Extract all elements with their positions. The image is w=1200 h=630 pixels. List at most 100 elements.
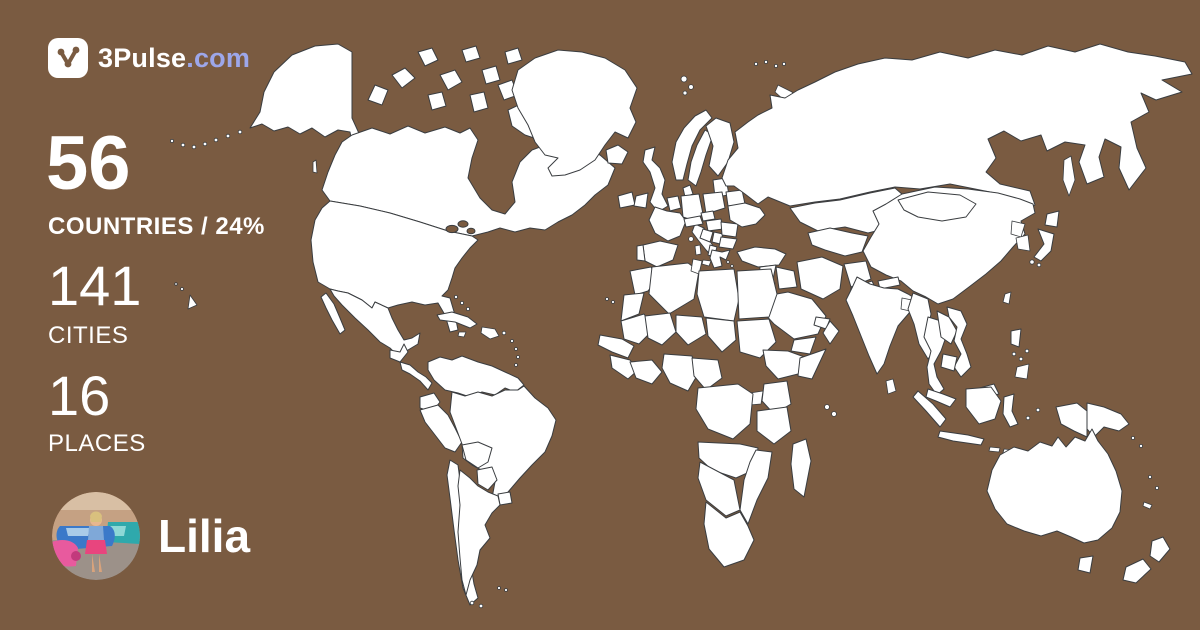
country-brazil[interactable]	[449, 385, 557, 504]
cities-label: CITIES	[48, 322, 129, 349]
country-paraguay[interactable]	[476, 466, 498, 491]
great-lakes	[445, 220, 476, 235]
country-russia[interactable]	[721, 43, 1193, 211]
country-mongolia[interactable]	[897, 191, 977, 222]
country-bulgaria[interactable]	[718, 236, 738, 250]
country-denmark[interactable]	[682, 184, 694, 198]
country-mexico[interactable]	[329, 288, 421, 357]
region-alpine[interactable]	[683, 215, 704, 228]
indian-ocean-islands[interactable]	[824, 404, 837, 417]
region-benelux[interactable]	[666, 195, 682, 212]
country-ireland[interactable]	[633, 192, 649, 209]
region-croatia-bosnia[interactable]	[699, 228, 714, 243]
country-niger[interactable]	[675, 314, 707, 346]
region-west-africa[interactable]	[597, 334, 635, 359]
places-label: PLACES	[48, 430, 146, 457]
atlantic-islands	[605, 297, 615, 304]
island-tasmania[interactable]	[1077, 555, 1094, 574]
places-count: 16	[48, 364, 111, 427]
country-iraq[interactable]	[775, 266, 798, 290]
country-new-zealand-south[interactable]	[1122, 558, 1152, 584]
country-cuba[interactable]	[436, 311, 478, 329]
region-ivory-ghana[interactable]	[629, 359, 663, 385]
country-india[interactable]	[845, 276, 917, 375]
region-cameroon-car[interactable]	[691, 357, 723, 391]
country-yemen[interactable]	[790, 336, 817, 355]
country-cambodia[interactable]	[940, 353, 958, 372]
canadian-arctic-islands	[312, 45, 636, 209]
user-name: Lilia	[158, 510, 251, 562]
country-turkey[interactable]	[736, 246, 787, 268]
island-borneo[interactable]	[965, 386, 1002, 425]
country-australia[interactable]	[986, 428, 1123, 544]
japan[interactable]	[1029, 210, 1060, 268]
country-iran[interactable]	[796, 256, 844, 300]
pacific-islands	[1131, 435, 1160, 510]
country-czechia[interactable]	[700, 210, 716, 222]
country-somalia[interactable]	[797, 348, 827, 380]
region-mozambique[interactable]	[739, 449, 773, 525]
country-sicily[interactable]	[701, 259, 712, 267]
country-papua-new-guinea[interactable]	[1086, 402, 1130, 438]
country-egypt[interactable]	[736, 268, 778, 320]
country-uk[interactable]	[642, 146, 669, 213]
country-mali[interactable]	[644, 312, 677, 346]
country-france[interactable]	[648, 206, 687, 242]
country-ukraine[interactable]	[727, 202, 766, 228]
country-greenland[interactable]	[511, 49, 638, 177]
country-sardinia[interactable]	[694, 244, 702, 256]
brand-tld: .com	[186, 42, 251, 73]
region-guinea-coast[interactable]	[609, 354, 639, 380]
country-iceland[interactable]	[605, 144, 629, 165]
country-madagascar[interactable]	[790, 438, 812, 498]
region-central-asia[interactable]	[807, 227, 869, 257]
country-bolivia[interactable]	[461, 441, 493, 469]
aleutian-islands	[169, 129, 243, 150]
country-peru[interactable]	[419, 404, 463, 453]
country-chad[interactable]	[705, 317, 737, 353]
country-portugal[interactable]	[636, 244, 646, 262]
country-south-africa[interactable]	[703, 501, 755, 568]
countries-count: 56	[46, 121, 131, 206]
region-western-sahara[interactable]	[620, 292, 645, 322]
country-romania[interactable]	[720, 221, 739, 238]
region-namibia-botswana[interactable]	[697, 461, 741, 517]
country-tanzania[interactable]	[756, 406, 792, 445]
brand-name: 3Pulse.com	[98, 42, 251, 73]
hawaii[interactable]	[174, 282, 198, 310]
country-algeria[interactable]	[648, 262, 700, 315]
country-drc[interactable]	[695, 383, 754, 440]
island-sulawesi[interactable]	[1002, 393, 1019, 428]
country-mexico-baja[interactable]	[320, 292, 346, 335]
country-corsica[interactable]	[688, 236, 694, 242]
country-china[interactable]	[862, 186, 1036, 305]
region-central-america[interactable]	[399, 361, 433, 391]
philippines[interactable]	[1010, 328, 1030, 380]
island-java[interactable]	[937, 430, 985, 446]
country-greece[interactable]	[709, 249, 731, 269]
country-vietnam[interactable]	[946, 306, 972, 378]
country-oman[interactable]	[822, 320, 840, 345]
cities-count: 141	[48, 254, 142, 317]
island-sakhalin[interactable]	[1062, 155, 1076, 197]
country-poland[interactable]	[702, 191, 726, 215]
country-south-korea[interactable]	[1015, 234, 1031, 252]
country-new-zealand-north[interactable]	[1149, 536, 1171, 563]
country-argentina[interactable]	[457, 469, 501, 596]
pulse-network-icon	[48, 38, 88, 78]
country-nigeria[interactable]	[661, 353, 699, 392]
country-norway[interactable]	[671, 109, 713, 181]
country-taiwan[interactable]	[1002, 291, 1012, 305]
island-sumatra[interactable]	[912, 390, 947, 428]
avatar	[52, 492, 140, 580]
caribbean-islands	[453, 294, 520, 367]
country-guatemala[interactable]	[389, 343, 409, 363]
south-atlantic-islands	[469, 586, 508, 609]
user-profile[interactable]: Lilia	[52, 492, 250, 580]
country-malaysia[interactable]	[925, 388, 957, 408]
brand-logo[interactable]: 3Pulse.com	[48, 38, 250, 78]
country-sri-lanka[interactable]	[885, 378, 897, 395]
